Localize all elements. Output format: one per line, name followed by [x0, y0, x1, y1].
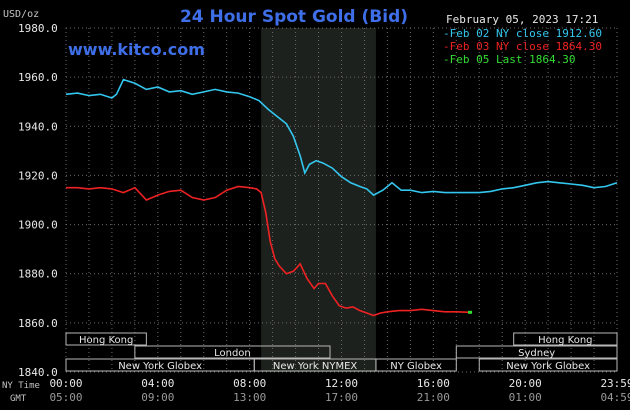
gmt-label: GMT: [10, 394, 27, 404]
series-point: [468, 310, 473, 314]
legend: -Feb 02 NY close 1912.60-Feb 03 NY close…: [443, 27, 602, 66]
market-sessions: Hong Kong Hong Kong London Sydney New York G…: [65, 332, 618, 372]
x-axis-ticks: 00:00 04:00 08:00 12:00 16:00 20:00 23:59 05:00…: [49, 377, 630, 404]
session-bar: [375, 358, 457, 372]
y-unit-label: USD/oz: [3, 9, 39, 20]
x-tick-label-ny: 12:00: [325, 377, 358, 390]
x-tick-label-ny: 16:00: [417, 377, 450, 390]
y-axis-ticks: 1980.0 1960.0 1940.0 1920.0 1900.0 1880.0 1860…: [18, 22, 58, 379]
series-line: [66, 185, 471, 317]
chart-date: February 05, 2023 17:21: [446, 13, 598, 26]
session-label: Hong Kong: [79, 335, 133, 346]
y-tick-label: 1840.0: [18, 366, 58, 379]
legend-entry: -Feb 05 Last 1864.30: [443, 53, 575, 66]
session-bar: [65, 332, 147, 346]
legend-entry: -Feb 02 NY close 1912.60: [443, 27, 602, 40]
x-tick-label-gmt: 17:00: [325, 391, 358, 404]
y-tick-label: 1860.0: [18, 317, 58, 330]
session-label: New York NYMEX: [273, 361, 358, 372]
price-series: [65, 78, 618, 317]
watermark: www.kitco.com: [68, 40, 205, 59]
chart-title: 24 Hour Spot Gold (Bid): [180, 7, 408, 27]
x-tick-label-gmt: 04:59: [600, 391, 630, 404]
session-bar: [455, 345, 618, 359]
series-line: [65, 78, 618, 197]
legend-entry: -Feb 03 NY close 1864.30: [443, 40, 602, 53]
session-bar: [478, 358, 618, 372]
session-bar: [513, 332, 618, 346]
x-tick-label-gmt: 09:00: [141, 391, 174, 404]
x-tick-label-ny: 23:59: [600, 377, 630, 390]
x-tick-label-gmt: 05:00: [49, 391, 82, 404]
session-label: NY Globex: [390, 361, 442, 372]
x-tick-label-ny: 20:00: [509, 377, 542, 390]
y-tick-label: 1980.0: [18, 22, 58, 35]
y-tick-label: 1880.0: [18, 268, 58, 281]
y-tick-label: 1900.0: [18, 219, 58, 232]
session-label: Sydney: [518, 348, 555, 359]
x-tick-label-ny: 04:00: [141, 377, 174, 390]
x-tick-label-gmt: 13:00: [233, 391, 266, 404]
grid-lines: [65, 27, 618, 373]
session-label: London: [214, 348, 251, 359]
x-tick-label-ny: 00:00: [49, 377, 82, 390]
session-bar: [134, 345, 331, 359]
session-label: New York Globex: [506, 361, 590, 372]
session-label: New York Globex: [118, 361, 202, 372]
y-tick-label: 1920.0: [18, 169, 58, 182]
x-tick-label-gmt: 21:00: [417, 391, 450, 404]
x-tick-label-ny: 08:00: [233, 377, 266, 390]
y-tick-label: 1960.0: [18, 71, 58, 84]
x-tick-label-gmt: 01:00: [509, 391, 542, 404]
y-tick-label: 1940.0: [18, 120, 58, 133]
ny-time-label: NY Time: [2, 381, 40, 391]
session-label: Hong Kong: [538, 335, 592, 346]
